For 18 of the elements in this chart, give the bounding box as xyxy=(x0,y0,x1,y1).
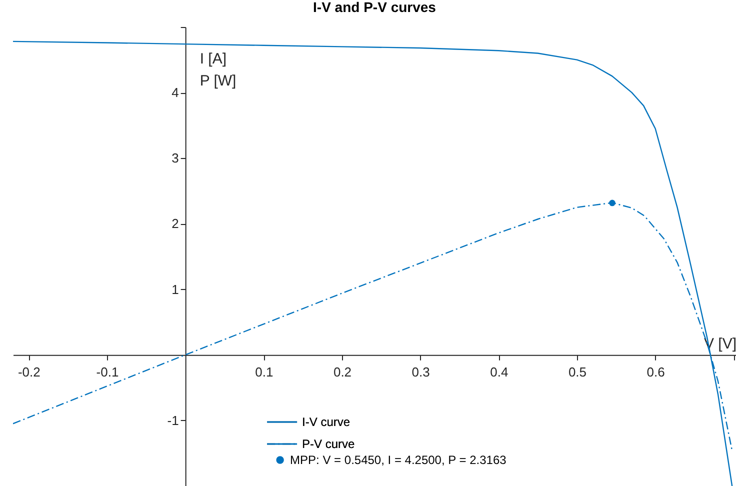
y-tick-label: 3 xyxy=(172,150,179,166)
x-tick-label: 0.5 xyxy=(568,364,587,380)
y-tick-label: 1 xyxy=(172,282,179,297)
x-tick-label: 0.4 xyxy=(490,364,508,380)
x-tick-label: 0.3 xyxy=(412,364,430,380)
chart-title: I-V and P-V curves xyxy=(313,0,436,15)
legend-label: P-V curve xyxy=(302,437,356,451)
y-axis-title: I [A] P [W] xyxy=(200,50,236,90)
x-tick-label: 0.2 xyxy=(333,364,352,380)
y-tick-label: -1 xyxy=(167,412,179,428)
legend-label: I-V curve xyxy=(302,415,350,429)
x-tick-label: -0.2 xyxy=(18,364,40,380)
x-tick-label: 0.1 xyxy=(255,364,274,380)
legend-label: MPP: V = 0.5450, I = 4.2500, P = 2.3163 xyxy=(290,453,507,467)
y-tick-label: 4 xyxy=(172,85,179,100)
x-tick-label: -0.1 xyxy=(96,364,119,380)
y-tick-label: 2 xyxy=(172,216,179,232)
x-tick-label: 0.6 xyxy=(646,364,665,380)
